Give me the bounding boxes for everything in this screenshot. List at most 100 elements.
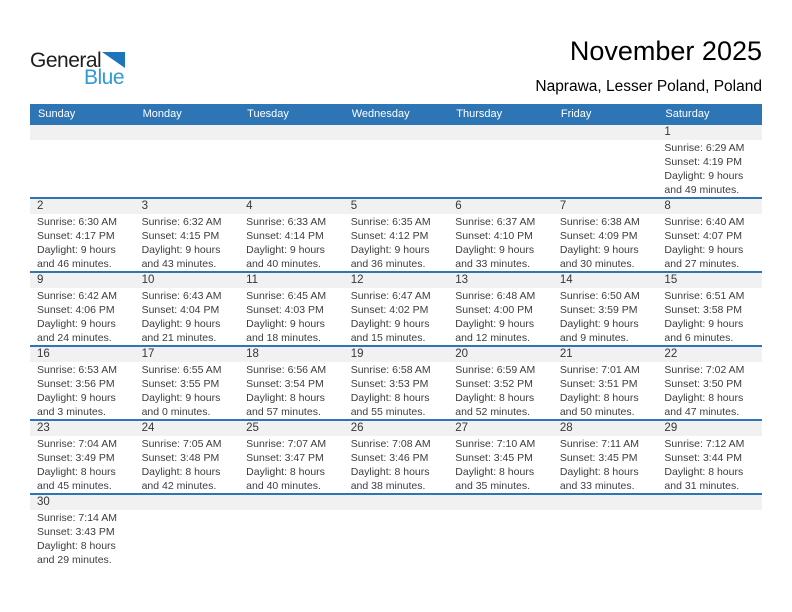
detail-line: Daylight: 8 hours [37, 540, 116, 553]
day-details: Sunrise: 6:45 AM Sunset: 4:03 PM Daylight:… [239, 288, 344, 345]
weekday-label-monday: Monday [142, 108, 182, 120]
detail-line: Sunset: 4:04 PM [141, 304, 220, 317]
detail-line: and 40 minutes. [246, 258, 321, 271]
day-details: Sunrise: 6:51 AM Sunset: 3:58 PM Daylight:… [657, 288, 762, 345]
calendar-weeks: 1 Sunrise: 6:29 AM Sunset: 4:19 PM Daylight… [30, 125, 762, 569]
detail-line: and 18 minutes. [246, 332, 321, 345]
empty-day-cell [135, 495, 240, 569]
day-cell: 18 Sunrise: 6:56 AM Sunset: 3:54 PM Dayligh… [239, 347, 344, 419]
detail-line: Sunset: 3:46 PM [350, 452, 429, 465]
week-row: 2 Sunrise: 6:30 AM Sunset: 4:17 PM Daylight… [30, 199, 762, 273]
detail-line: Sunset: 4:10 PM [455, 230, 533, 243]
detail-line: Daylight: 8 hours [246, 392, 325, 405]
day-cell: 28 Sunrise: 7:11 AM Sunset: 3:45 PM Dayligh… [553, 421, 658, 493]
day-number: 8 [664, 200, 671, 212]
detail-line: Sunrise: 6:47 AM [350, 290, 431, 302]
day-cell: 1 Sunrise: 6:29 AM Sunset: 4:19 PM Daylight… [657, 125, 762, 197]
day-number [448, 125, 553, 140]
detail-line: Daylight: 9 hours [664, 170, 744, 183]
day-details [135, 510, 240, 511]
detail-line: Sunrise: 6:45 AM [246, 290, 327, 302]
day-number: 3 [141, 200, 148, 212]
day-number: 29 [664, 422, 678, 434]
detail-line: and 47 minutes. [664, 406, 740, 419]
day-number: 4 [246, 200, 253, 212]
day-details: Sunrise: 7:02 AM Sunset: 3:50 PM Daylight:… [657, 362, 762, 419]
day-cell: 10 Sunrise: 6:43 AM Sunset: 4:04 PM Dayligh… [135, 273, 240, 345]
day-cell: 12 Sunrise: 6:47 AM Sunset: 4:02 PM Dayligh… [344, 273, 449, 345]
day-details: Sunrise: 6:56 AM Sunset: 3:54 PM Daylight:… [239, 362, 344, 419]
weekday-header: Sunday Monday Tuesday Wednesday Thursday Frid… [30, 104, 762, 125]
detail-line: Sunrise: 7:10 AM [455, 438, 536, 450]
detail-line: Sunrise: 6:29 AM [664, 142, 745, 154]
day-number: 27 [455, 422, 469, 434]
day-details: Sunrise: 6:50 AM Sunset: 3:59 PM Daylight:… [553, 288, 658, 345]
day-details: Sunrise: 6:40 AM Sunset: 4:07 PM Daylight:… [657, 214, 762, 271]
day-details: Sunrise: 6:32 AM Sunset: 4:15 PM Daylight:… [135, 214, 240, 271]
detail-line: Daylight: 9 hours [559, 318, 639, 331]
day-cell: 13 Sunrise: 6:48 AM Sunset: 4:00 PM Dayligh… [448, 273, 553, 345]
detail-line: Daylight: 9 hours [455, 318, 535, 331]
day-number: 18 [246, 348, 259, 360]
detail-line: and 36 minutes. [350, 258, 426, 271]
detail-line: Sunrise: 6:35 AM [350, 216, 431, 228]
detail-line: Sunrise: 6:33 AM [246, 216, 327, 228]
day-details [657, 510, 762, 511]
day-number: 5 [350, 200, 358, 212]
detail-line: and 38 minutes. [350, 480, 426, 493]
day-number: 10 [141, 274, 155, 286]
day-cell: 14 Sunrise: 6:50 AM Sunset: 3:59 PM Dayligh… [553, 273, 658, 345]
week-row: 30 Sunrise: 7:14 AM Sunset: 3:43 PM Dayligh… [30, 495, 762, 569]
empty-day-cell [448, 125, 553, 197]
detail-line: and 50 minutes. [559, 406, 635, 419]
day-number: 2 [37, 200, 44, 212]
detail-line: and 12 minutes. [455, 332, 530, 345]
detail-line: Sunset: 3:58 PM [664, 304, 743, 317]
detail-line: Sunset: 3:49 PM [37, 452, 115, 465]
detail-line: and 55 minutes. [350, 406, 426, 419]
day-details: Sunrise: 6:30 AM Sunset: 4:17 PM Daylight:… [30, 214, 135, 271]
day-details: Sunrise: 6:59 AM Sunset: 3:52 PM Daylight:… [448, 362, 553, 419]
detail-line: Sunset: 3:59 PM [559, 304, 638, 317]
day-details [135, 140, 240, 141]
detail-line: Sunrise: 6:38 AM [559, 216, 640, 228]
detail-line: Sunrise: 6:43 AM [141, 290, 222, 302]
detail-line: and 42 minutes. [141, 480, 217, 493]
day-cell: 2 Sunrise: 6:30 AM Sunset: 4:17 PM Daylight… [30, 199, 135, 271]
detail-line: Sunrise: 6:30 AM [37, 216, 117, 228]
weekday-label-wednesday: Wednesday [351, 108, 410, 120]
detail-line: Sunset: 4:19 PM [664, 156, 743, 169]
weekday-label-saturday: Saturday [665, 108, 710, 120]
day-details: Sunrise: 7:08 AM Sunset: 3:46 PM Daylight:… [344, 436, 449, 493]
detail-line: and 31 minutes. [664, 480, 740, 493]
day-details: Sunrise: 7:12 AM Sunset: 3:44 PM Daylight:… [657, 436, 762, 493]
day-details: Sunrise: 7:05 AM Sunset: 3:48 PM Daylight:… [135, 436, 240, 493]
detail-line: and 46 minutes. [37, 258, 112, 271]
day-details: Sunrise: 6:37 AM Sunset: 4:10 PM Daylight:… [448, 214, 553, 271]
day-details [239, 510, 344, 511]
week-row: 9 Sunrise: 6:42 AM Sunset: 4:06 PM Daylight… [30, 273, 762, 347]
day-details: Sunrise: 6:35 AM Sunset: 4:12 PM Daylight:… [344, 214, 449, 271]
detail-line: Sunrise: 6:59 AM [455, 364, 536, 376]
day-number: 13 [455, 274, 469, 286]
detail-line: Sunrise: 7:14 AM [37, 512, 117, 524]
detail-line: Daylight: 9 hours [350, 244, 430, 257]
day-number: 24 [141, 422, 155, 434]
day-number: 28 [559, 422, 573, 434]
day-cell: 19 Sunrise: 6:58 AM Sunset: 3:53 PM Dayligh… [344, 347, 449, 419]
day-details [448, 510, 553, 511]
detail-line: and 6 minutes. [664, 332, 734, 345]
day-details: Sunrise: 6:58 AM Sunset: 3:53 PM Daylight:… [344, 362, 449, 419]
day-details: Sunrise: 6:42 AM Sunset: 4:06 PM Daylight:… [30, 288, 135, 345]
day-cell: 29 Sunrise: 7:12 AM Sunset: 3:44 PM Dayligh… [657, 421, 762, 493]
detail-line: Sunrise: 7:11 AM [559, 438, 640, 450]
detail-line: and 0 minutes. [141, 406, 211, 419]
detail-line: Sunrise: 6:40 AM [664, 216, 745, 228]
detail-line: Sunset: 4:17 PM [37, 230, 115, 243]
day-cell: 21 Sunrise: 7:01 AM Sunset: 3:51 PM Dayligh… [553, 347, 658, 419]
day-number: 20 [455, 348, 469, 360]
day-number [657, 495, 762, 510]
detail-line: Daylight: 9 hours [350, 318, 430, 331]
detail-line: Sunset: 4:02 PM [350, 304, 429, 317]
day-details: Sunrise: 7:07 AM Sunset: 3:47 PM Daylight:… [239, 436, 344, 493]
